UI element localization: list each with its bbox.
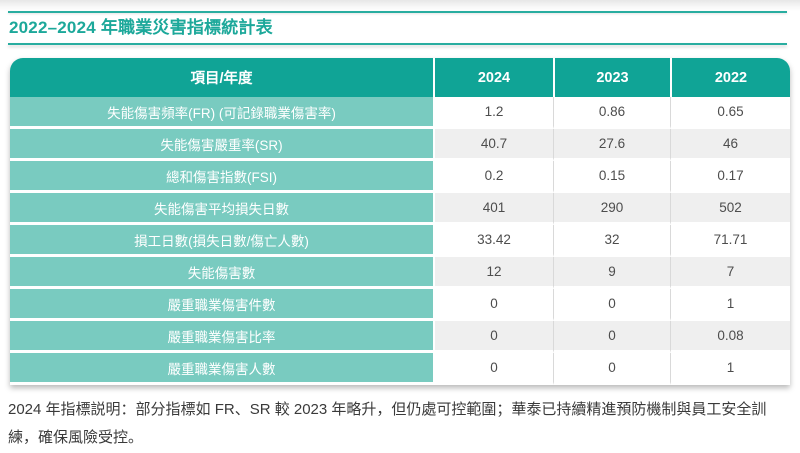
row-value-2023: 32 (553, 225, 670, 257)
row-label: 失能傷害數 (10, 257, 433, 289)
row-value-2022: 46 (670, 129, 790, 161)
row-value-2024: 12 (433, 257, 553, 289)
row-value-2023: 0.15 (553, 161, 670, 193)
row-label: 損工日數(損失日數/傷亡人數) (10, 225, 433, 257)
row-label: 嚴重職業傷害人數 (10, 353, 433, 385)
row-value-2024: 1.2 (433, 97, 553, 129)
header-item-year: 項目/年度 (10, 58, 433, 97)
row-label: 嚴重職業傷害件數 (10, 289, 433, 321)
row-value-2023: 0.86 (553, 97, 670, 129)
header-2022: 2022 (670, 58, 790, 97)
row-label: 嚴重職業傷害比率 (10, 321, 433, 353)
row-value-2023: 27.6 (553, 129, 670, 161)
header-2023: 2023 (553, 58, 670, 97)
row-value-2022: 0.08 (670, 321, 790, 353)
title-top-rule (8, 11, 787, 13)
row-value-2024: 0 (433, 289, 553, 321)
title-bottom-rule (8, 43, 787, 45)
row-label: 總和傷害指數(FSI) (10, 161, 433, 193)
row-value-2024: 40.7 (433, 129, 553, 161)
row-value-2024: 0.2 (433, 161, 553, 193)
row-value-2022: 1 (670, 353, 790, 385)
row-label: 失能傷害嚴重率(SR) (10, 129, 433, 161)
header-2024: 2024 (433, 58, 553, 97)
row-value-2022: 0.65 (670, 97, 790, 129)
indicator-table-container: 項目/年度 2024 2023 2022 失能傷害頻率(FR) (可記錄職業傷害… (10, 58, 790, 385)
page-top-shade (0, 0, 800, 11)
row-value-2022: 1 (670, 289, 790, 321)
table-note: 2024 年指標説明：部分指標如 FR、SR 較 2023 年略升，但仍處可控範… (8, 401, 767, 446)
table-row: 嚴重職業傷害人數 0 0 1 (10, 353, 790, 385)
indicator-table: 項目/年度 2024 2023 2022 失能傷害頻率(FR) (可記錄職業傷害… (10, 58, 790, 385)
table-body: 失能傷害頻率(FR) (可記錄職業傷害率) 1.2 0.86 0.65 失能傷害嚴重率(… (10, 97, 790, 385)
row-value-2023: 0 (553, 289, 670, 321)
table-row: 損工日數(損失日數/傷亡人數) 33.42 32 71.71 (10, 225, 790, 257)
row-value-2023: 290 (553, 193, 670, 225)
table-row: 失能傷害平均損失日數 401 290 502 (10, 193, 790, 225)
row-value-2022: 502 (670, 193, 790, 225)
row-value-2024: 0 (433, 321, 553, 353)
row-value-2023: 0 (553, 321, 670, 353)
table-header: 項目/年度 2024 2023 2022 (10, 58, 790, 97)
table-row: 失能傷害數 12 9 7 (10, 257, 790, 289)
table-row: 總和傷害指數(FSI) 0.2 0.15 0.17 (10, 161, 790, 193)
row-value-2024: 401 (433, 193, 553, 225)
page-title: 2022–2024 年職業災害指標統計表 (9, 18, 273, 37)
row-value-2024: 0 (433, 353, 553, 385)
table-row: 失能傷害嚴重率(SR) 40.7 27.6 46 (10, 129, 790, 161)
row-value-2022: 0.17 (670, 161, 790, 193)
table-row: 失能傷害頻率(FR) (可記錄職業傷害率) 1.2 0.86 0.65 (10, 97, 790, 129)
row-label: 失能傷害頻率(FR) (可記錄職業傷害率) (10, 97, 433, 129)
row-value-2023: 0 (553, 353, 670, 385)
table-row: 嚴重職業傷害件數 0 0 1 (10, 289, 790, 321)
row-value-2022: 7 (670, 257, 790, 289)
row-label: 失能傷害平均損失日數 (10, 193, 433, 225)
title-block: 2022–2024 年職業災害指標統計表 (8, 11, 787, 45)
row-value-2022: 71.71 (670, 225, 790, 257)
table-header-row: 項目/年度 2024 2023 2022 (10, 58, 790, 97)
row-value-2023: 9 (553, 257, 670, 289)
row-value-2024: 33.42 (433, 225, 553, 257)
table-row: 嚴重職業傷害比率 0 0 0.08 (10, 321, 790, 353)
